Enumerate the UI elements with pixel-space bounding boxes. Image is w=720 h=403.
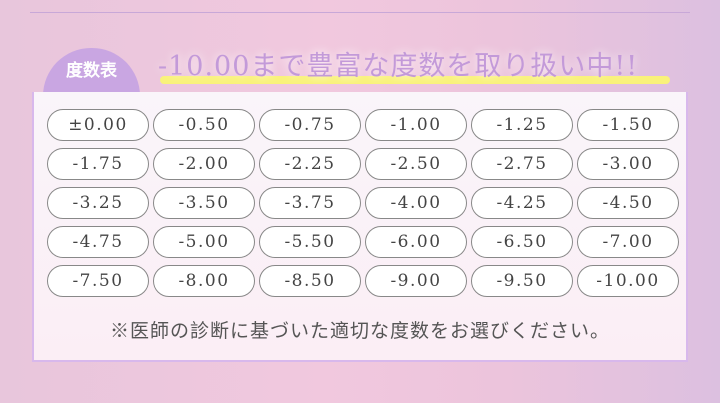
- power-value-pill: -2.00: [153, 148, 255, 180]
- power-value-pill: -10.00: [577, 265, 679, 297]
- power-value-pill: -9.50: [471, 265, 573, 297]
- power-value-pill: -5.00: [153, 226, 255, 258]
- power-value-pill: -3.50: [153, 187, 255, 219]
- power-table-badge: 度数表: [43, 48, 140, 98]
- power-value-pill: -4.75: [47, 226, 149, 258]
- headline-number: -10.00: [158, 51, 251, 82]
- power-value-pill: -7.00: [577, 226, 679, 258]
- power-value-pill: -6.00: [365, 226, 467, 258]
- power-value-pill: -1.25: [471, 109, 573, 141]
- power-value-pill: -9.00: [365, 265, 467, 297]
- power-value-pill: -1.00: [365, 109, 467, 141]
- power-value-pill: -4.25: [471, 187, 573, 219]
- power-grid: ±0.00 -0.50 -0.75 -1.00 -1.25 -1.50 -1.75 -2.00…: [47, 109, 679, 297]
- power-value-pill: -3.25: [47, 187, 149, 219]
- power-value-pill: -0.50: [153, 109, 255, 141]
- power-value-pill: -3.75: [259, 187, 361, 219]
- power-value-pill: -2.75: [471, 148, 573, 180]
- power-value-pill: -8.00: [153, 265, 255, 297]
- power-value-pill: ±0.00: [47, 109, 149, 141]
- power-value-pill: -4.00: [365, 187, 467, 219]
- power-value-pill: -1.75: [47, 148, 149, 180]
- disclaimer-note: ※医師の診断に基づいた適切な度数をお選びください。: [109, 320, 610, 342]
- power-value-pill: -7.50: [47, 265, 149, 297]
- top-divider: [30, 12, 690, 13]
- headline-text: まで豊富な度数を取り扱い中!!: [250, 51, 639, 82]
- title-highlight: [160, 76, 670, 84]
- headline: -10.00まで豊富な度数を取り扱い中!!: [158, 44, 638, 83]
- power-value-pill: -2.50: [365, 148, 467, 180]
- power-value-pill: -4.50: [577, 187, 679, 219]
- power-value-pill: -1.50: [577, 109, 679, 141]
- power-value-pill: -6.50: [471, 226, 573, 258]
- power-table-panel: ±0.00 -0.50 -0.75 -1.00 -1.25 -1.50 -1.75 -2.00…: [32, 92, 688, 362]
- power-value-pill: -2.25: [259, 148, 361, 180]
- power-value-pill: -3.00: [577, 148, 679, 180]
- power-value-pill: -5.50: [259, 226, 361, 258]
- power-value-pill: -8.50: [259, 265, 361, 297]
- power-value-pill: -0.75: [259, 109, 361, 141]
